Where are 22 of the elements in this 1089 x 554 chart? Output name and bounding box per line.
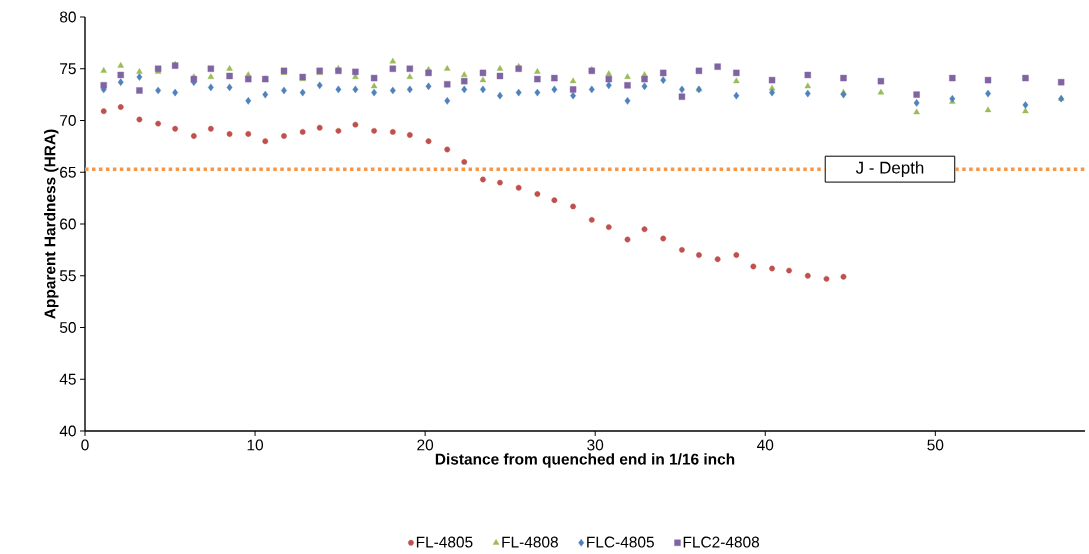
y-tick-label: 80 xyxy=(59,11,76,23)
y-tick-label: 45 xyxy=(59,373,76,385)
y-axis-title: Apparent Hardness (HRA) xyxy=(44,129,59,319)
x-axis-title: Distance from quenched end in 1/16 inch xyxy=(435,453,735,468)
y-tick-label: 70 xyxy=(60,115,76,126)
y-tick-label: 50 xyxy=(59,322,76,333)
x-tick-label: 50 xyxy=(927,439,944,451)
ref-line-label: J - Depth xyxy=(855,161,924,178)
y-tick-label: 60 xyxy=(60,218,76,230)
legend-label: FLC2-4808 xyxy=(683,536,760,548)
x-tick-label: 40 xyxy=(757,439,774,451)
x-tick-label: 0 xyxy=(81,439,89,451)
x-tick-label: 30 xyxy=(587,439,604,451)
legend-label: FLC-4805 xyxy=(587,536,654,548)
legend-label: FL-4805 xyxy=(416,536,473,548)
y-tick-label: 75 xyxy=(60,63,76,75)
y-tick-label: 65 xyxy=(60,166,76,178)
x-tick-label: 10 xyxy=(247,439,264,451)
y-tick-label: 40 xyxy=(59,425,76,437)
y-tick-label: 55 xyxy=(59,270,76,282)
x-tick-label: 20 xyxy=(417,439,434,451)
legend-label: FL-4808 xyxy=(502,536,558,548)
